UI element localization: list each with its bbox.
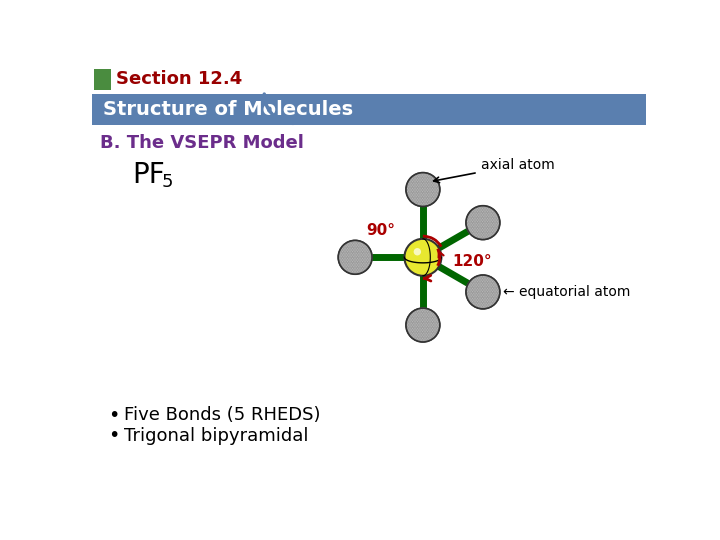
Bar	[92, 65, 292, 94]
Text: •: •	[108, 406, 119, 424]
Circle shape	[466, 206, 500, 240]
Text: 5: 5	[161, 173, 173, 191]
Circle shape	[405, 239, 441, 276]
Text: 90°: 90°	[366, 223, 395, 238]
Text: B. The VSEPR Model: B. The VSEPR Model	[99, 134, 303, 152]
Circle shape	[406, 308, 440, 342]
Text: PF: PF	[132, 161, 165, 189]
Text: Trigonal bipyramidal: Trigonal bipyramidal	[124, 427, 309, 445]
Text: 120°: 120°	[452, 254, 492, 268]
Bar	[94, 69, 111, 90]
Circle shape	[466, 275, 500, 309]
Text: Structure of Molecules: Structure of Molecules	[102, 100, 353, 119]
Text: ← equatorial atom: ← equatorial atom	[503, 285, 630, 299]
Text: •: •	[108, 427, 119, 446]
Text: axial atom: axial atom	[433, 158, 554, 183]
Bar	[92, 94, 647, 125]
Circle shape	[338, 240, 372, 274]
Circle shape	[414, 248, 421, 255]
Text: Five Bonds (5 RHEDS): Five Bonds (5 RHEDS)	[124, 406, 320, 424]
Text: Section 12.4: Section 12.4	[117, 70, 243, 89]
Circle shape	[406, 173, 440, 206]
